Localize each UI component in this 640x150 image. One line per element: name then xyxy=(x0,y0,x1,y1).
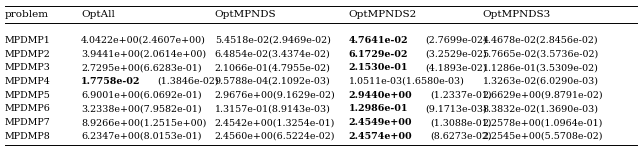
Text: OptMPNDS2: OptMPNDS2 xyxy=(349,10,417,19)
Text: 2.9440e+00: 2.9440e+00 xyxy=(349,91,412,100)
Text: 4.7641e-02: 4.7641e-02 xyxy=(349,36,408,45)
Text: MPDMP4: MPDMP4 xyxy=(4,77,51,86)
Text: problem: problem xyxy=(4,10,49,19)
Text: (1.3088e-01): (1.3088e-01) xyxy=(430,118,492,127)
Text: (3.2529e-02): (3.2529e-02) xyxy=(425,50,487,59)
Text: MPDMP7: MPDMP7 xyxy=(4,118,51,127)
Text: 2.4549e+00: 2.4549e+00 xyxy=(349,118,412,127)
Text: 6.9001e+00(6.0692e-01): 6.9001e+00(6.0692e-01) xyxy=(81,91,202,100)
Text: MPDMP1: MPDMP1 xyxy=(4,36,51,45)
Text: (1.3846e-02): (1.3846e-02) xyxy=(157,77,219,86)
Text: 8.3832e-02(1.3690e-03): 8.3832e-02(1.3690e-03) xyxy=(483,104,598,113)
Text: OptAll: OptAll xyxy=(81,10,115,19)
Text: 2.1066e-01(4.7955e-02): 2.1066e-01(4.7955e-02) xyxy=(215,63,331,72)
Text: 2.4574e+00: 2.4574e+00 xyxy=(349,132,412,141)
Text: 1.0511e-03(1.6580e-03): 1.0511e-03(1.6580e-03) xyxy=(349,77,465,86)
Text: 9.5788e-04(2.1092e-03): 9.5788e-04(2.1092e-03) xyxy=(215,77,331,86)
Text: MPDMP8: MPDMP8 xyxy=(4,132,51,141)
Text: 1.2986e-01: 1.2986e-01 xyxy=(349,104,408,113)
Text: (9.1713e-03): (9.1713e-03) xyxy=(425,104,487,113)
Text: (4.1893e-02): (4.1893e-02) xyxy=(425,63,487,72)
Text: MPDMP5: MPDMP5 xyxy=(4,91,51,100)
Text: 6.2347e+00(8.0153e-01): 6.2347e+00(8.0153e-01) xyxy=(81,132,202,141)
Text: (1.2337e-01): (1.2337e-01) xyxy=(431,91,492,100)
Text: OptMPNDS3: OptMPNDS3 xyxy=(483,10,551,19)
Text: 2.4560e+00(6.5224e-02): 2.4560e+00(6.5224e-02) xyxy=(215,132,335,141)
Text: 1.3157e-01(8.9143e-03): 1.3157e-01(8.9143e-03) xyxy=(215,104,331,113)
Text: 4.4678e-02(2.8456e-02): 4.4678e-02(2.8456e-02) xyxy=(483,36,598,45)
Text: 2.1530e-01: 2.1530e-01 xyxy=(349,63,408,72)
Text: (8.6273e-02): (8.6273e-02) xyxy=(431,132,492,141)
Text: (2.7699e-02): (2.7699e-02) xyxy=(425,36,487,45)
Text: OptMPNDS: OptMPNDS xyxy=(215,10,276,19)
Text: 1.3263e-02(6.0290e-03): 1.3263e-02(6.0290e-03) xyxy=(483,77,598,86)
Text: MPDMP6: MPDMP6 xyxy=(4,104,51,113)
Text: 2.7295e+00(6.6283e-01): 2.7295e+00(6.6283e-01) xyxy=(81,63,202,72)
Text: 3.2338e+00(7.9582e-01): 3.2338e+00(7.9582e-01) xyxy=(81,104,202,113)
Text: 2.2545e+00(5.5708e-02): 2.2545e+00(5.5708e-02) xyxy=(483,132,603,141)
Text: 1.1286e-01(3.5309e-02): 1.1286e-01(3.5309e-02) xyxy=(483,63,598,72)
Text: 2.6629e+00(9.8791e-02): 2.6629e+00(9.8791e-02) xyxy=(483,91,603,100)
Text: 8.9266e+00(1.2515e+00): 8.9266e+00(1.2515e+00) xyxy=(81,118,207,127)
Text: MPDMP3: MPDMP3 xyxy=(4,63,51,72)
Text: MPDMP2: MPDMP2 xyxy=(4,50,51,59)
Text: 3.9441e+00(2.0614e+00): 3.9441e+00(2.0614e+00) xyxy=(81,50,206,59)
Text: 5.7665e-02(3.5736e-02): 5.7665e-02(3.5736e-02) xyxy=(483,50,599,59)
Text: 2.2578e+00(1.0964e-01): 2.2578e+00(1.0964e-01) xyxy=(483,118,603,127)
Text: 6.4854e-02(3.4374e-02): 6.4854e-02(3.4374e-02) xyxy=(215,50,331,59)
Text: 1.7758e-02: 1.7758e-02 xyxy=(81,77,141,86)
Text: 2.4542e+00(1.3254e-01): 2.4542e+00(1.3254e-01) xyxy=(215,118,335,127)
Text: 2.9676e+00(9.1629e-02): 2.9676e+00(9.1629e-02) xyxy=(215,91,335,100)
Text: 4.0422e+00(2.4607e+00): 4.0422e+00(2.4607e+00) xyxy=(81,36,206,45)
Text: 6.1729e-02: 6.1729e-02 xyxy=(349,50,408,59)
Text: 5.4518e-02(2.9469e-02): 5.4518e-02(2.9469e-02) xyxy=(215,36,331,45)
